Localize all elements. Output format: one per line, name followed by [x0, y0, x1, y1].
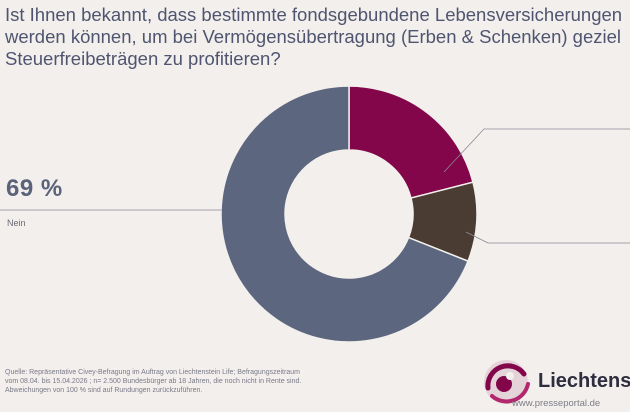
callout-label-nein: Nein — [7, 218, 26, 228]
leader-lines — [0, 128, 630, 244]
chart-title: Ist Ihnen bekannt, dass bestimmte fondsg… — [5, 4, 630, 70]
chart-title-line-1: Ist Ihnen bekannt, dass bestimmte fondsg… — [5, 4, 623, 25]
presseportal-watermark[interactable]: www.presseportal.de — [512, 398, 601, 409]
source-line-3: Abweichungen von 100 % sind auf Rundunge… — [5, 387, 203, 394]
logo-wordmark: Liechtenst — [538, 370, 630, 392]
chart-title-line-2: werden können, um bei Vermögensübertragu… — [5, 26, 622, 47]
leader-line-segment-2 — [465, 231, 630, 244]
callout-value-nein: 69 % — [6, 175, 63, 202]
leader-line-segment-1 — [443, 128, 630, 173]
donut-segments — [220, 85, 478, 343]
donut-segment-1 — [348, 85, 474, 199]
source-line-1: Quelle: Repräsentative Civey-Befragung i… — [5, 369, 300, 376]
donut-segment-3 — [220, 85, 469, 343]
chart-title-line-3: Steuerfreibeträgen zu profitieren? — [5, 48, 281, 69]
liechtenstein-life-logo-icon — [484, 360, 530, 404]
source-line-2: vom 08.04. bis 15.04.2026 ; n= 2.500 Bun… — [5, 378, 302, 385]
source-note: Quelle: Repräsentative Civey-Befragung i… — [5, 368, 405, 395]
